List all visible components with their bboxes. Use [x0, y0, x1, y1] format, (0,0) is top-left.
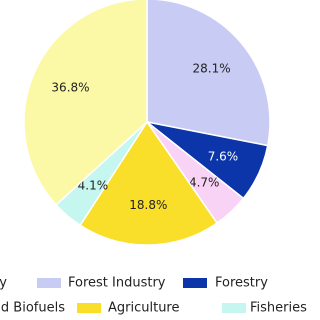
- legend-swatch: [183, 278, 207, 288]
- slice-label: 4.7%: [189, 176, 220, 190]
- legend-swatch: [77, 303, 101, 313]
- pie-slice: [79, 120, 219, 246]
- legend-label: d Biofuels: [1, 301, 65, 316]
- legend-label: y: [0, 276, 7, 291]
- slice-label: 28.1%: [193, 61, 231, 75]
- legend-label: Forest Industry: [68, 276, 166, 291]
- legend-swatch: [222, 303, 246, 313]
- legend-label: Forestry: [215, 276, 268, 291]
- slice-label: 4.1%: [78, 178, 109, 192]
- legend-swatch: [37, 278, 61, 288]
- legend-label: Fisheries: [250, 301, 307, 316]
- slice-label: 36.8%: [51, 81, 89, 95]
- pie-slice: [23, 0, 148, 206]
- slice-label: 18.8%: [129, 198, 167, 212]
- legend-label: Agriculture: [108, 301, 180, 316]
- pie-slice: [146, 0, 271, 147]
- slice-label: 7.6%: [208, 149, 239, 163]
